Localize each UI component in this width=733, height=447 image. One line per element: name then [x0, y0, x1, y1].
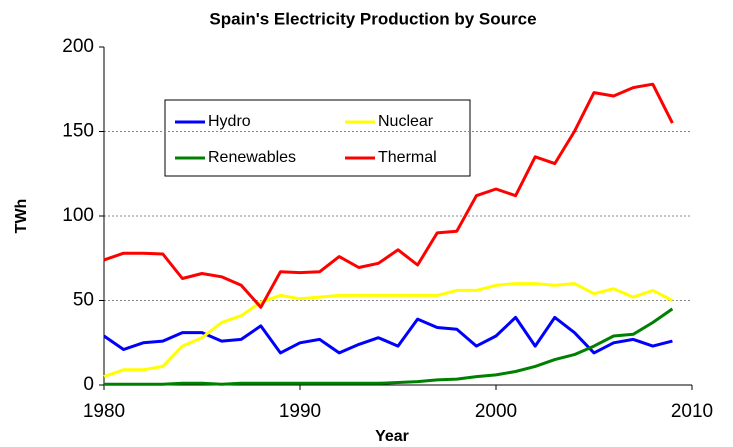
- legend: [164, 99, 471, 177]
- x-tick-label: 2010: [671, 401, 713, 422]
- x-tick-label: 2000: [475, 401, 517, 422]
- series-line: [103, 282, 674, 379]
- y-axis-label: TWh: [13, 199, 30, 234]
- series-line: [104, 307, 674, 386]
- legend-label: Renewables: [208, 149, 296, 166]
- x-tick-label: 1990: [279, 401, 321, 422]
- legend-label: Hydro: [208, 113, 251, 130]
- y-tick-label: 50: [73, 290, 94, 311]
- x-tick-label: 1980: [83, 401, 125, 422]
- y-tick-label: 200: [62, 36, 94, 57]
- y-tick-label: 100: [62, 205, 94, 226]
- series-line: [103, 82, 674, 309]
- legend-label: Nuclear: [378, 113, 434, 130]
- x-axis-label: Year: [375, 428, 409, 445]
- legend-label: Thermal: [378, 149, 437, 166]
- series-line: [103, 315, 673, 355]
- y-tick-label: 0: [83, 374, 94, 395]
- chart-title: Spain's Electricity Production by Source: [209, 9, 536, 28]
- y-tick-label: 150: [62, 121, 94, 142]
